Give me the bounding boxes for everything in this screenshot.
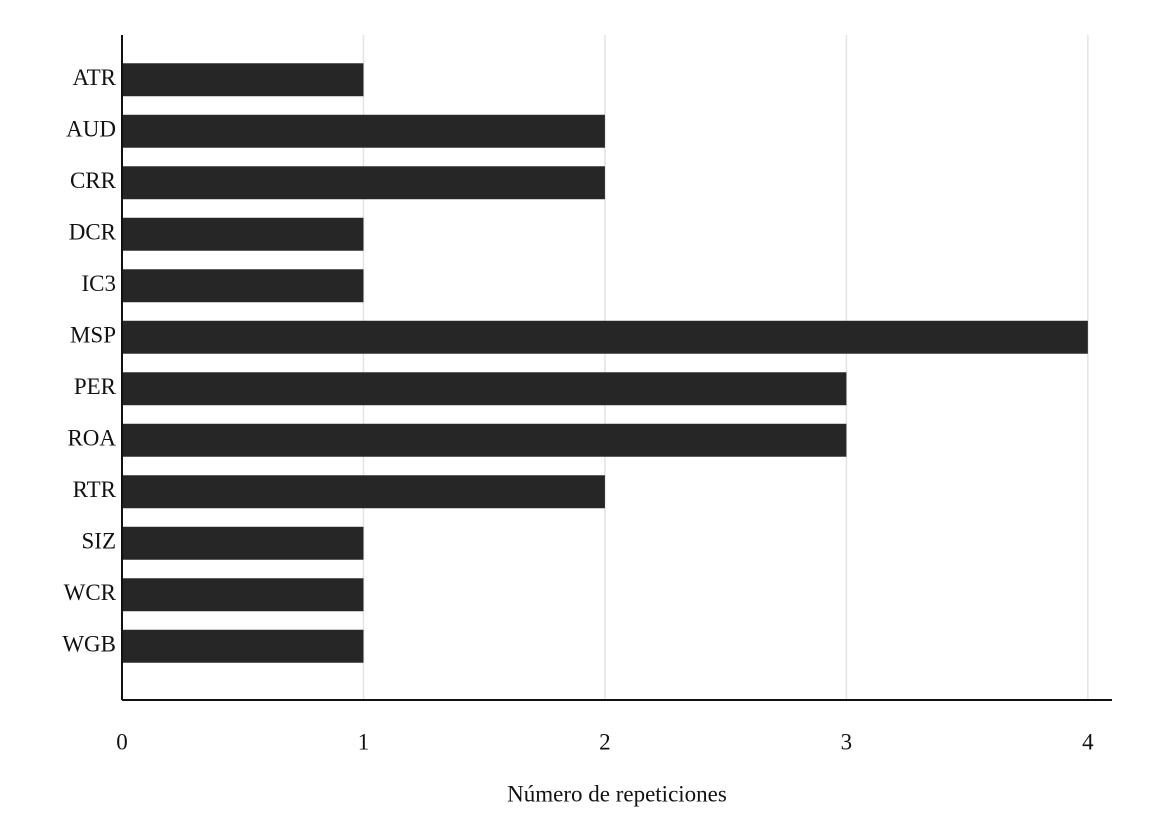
y-tick-label: WGB	[62, 632, 116, 657]
x-tick-label: 0	[116, 729, 128, 754]
bar	[122, 217, 364, 251]
x-tick-label: 3	[841, 729, 853, 754]
y-tick-label: PER	[74, 374, 117, 399]
bar	[122, 423, 847, 457]
y-tick-label: MSP	[70, 323, 116, 348]
bar	[122, 526, 364, 560]
y-tick-label: IC3	[82, 271, 117, 296]
y-tick-label: SIZ	[82, 529, 117, 554]
y-tick-label: DCR	[69, 220, 117, 245]
y-tick-label: ROA	[67, 426, 116, 451]
bar	[122, 629, 364, 663]
bar	[122, 63, 364, 97]
y-tick-label: CRR	[70, 168, 117, 193]
bar	[122, 372, 847, 406]
x-tick-label: 1	[358, 729, 370, 754]
bar	[122, 320, 1088, 354]
y-tick-label: WCR	[64, 580, 117, 605]
y-tick-label: AUD	[66, 117, 116, 142]
x-tick-label: 2	[599, 729, 611, 754]
bar	[122, 114, 605, 148]
bar	[122, 269, 364, 303]
x-axis-label: Número de repeticiones	[507, 781, 727, 806]
y-tick-label: RTR	[73, 477, 117, 502]
bar	[122, 578, 364, 612]
y-tick-label: ATR	[73, 65, 117, 90]
bar	[122, 475, 605, 509]
x-tick-label: 4	[1082, 729, 1094, 754]
bar	[122, 166, 605, 200]
